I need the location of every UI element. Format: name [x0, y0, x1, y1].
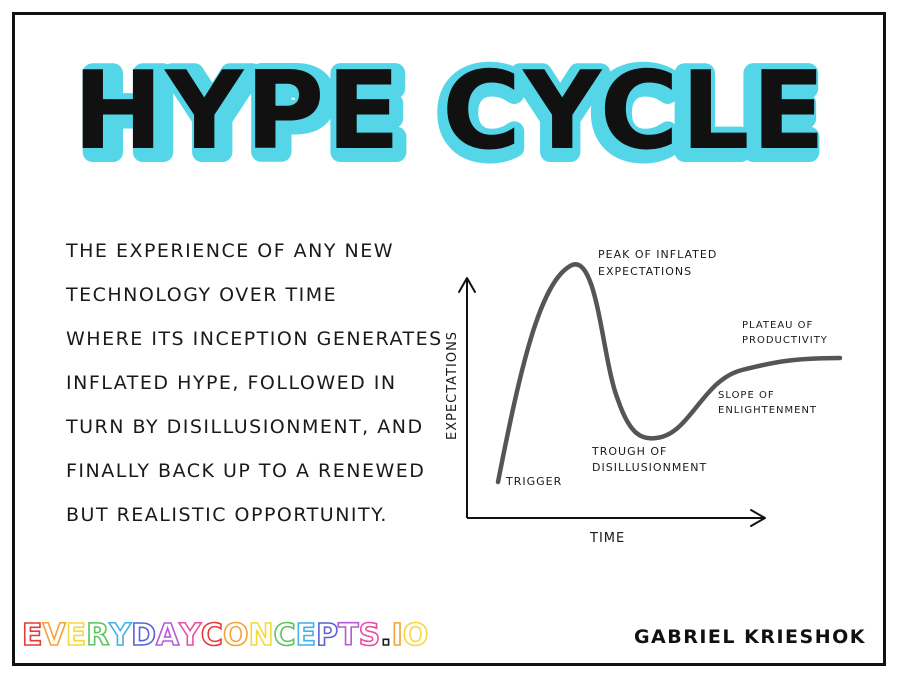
brand-logo: EVERYDAYCONCEPTS.IO — [21, 614, 429, 658]
peak-label-line1: PEAK OF INFLATED — [598, 248, 717, 261]
peak-label-line2: EXPECTATIONS — [598, 265, 692, 278]
description-line: BUT REALISTIC OPPORTUNITY. — [66, 504, 388, 526]
description-line: INFLATED HYPE, FOLLOWED IN — [66, 372, 397, 394]
trough-label-line1: TROUGH OF — [591, 445, 667, 458]
card-frame — [12, 12, 886, 666]
plateau-label-line2: PRODUCTIVITY — [742, 335, 828, 346]
description-line: TURN BY DISILLUSIONMENT, AND — [66, 416, 424, 438]
plateau-label-line1: PLATEAU OF — [742, 320, 813, 331]
y-axis-label: EXPECTATIONS — [445, 331, 460, 440]
y-axis-arrow-icon — [458, 277, 476, 293]
trigger-label: TRIGGER — [505, 475, 562, 488]
description-line: TECHNOLOGY OVER TIME — [66, 284, 338, 306]
page-title: HYPE CYCLE — [73, 49, 828, 174]
diagram-svg: EXPECTATIONS TIME TRIGGER PEAK OF INFLAT… — [445, 248, 843, 546]
x-axis-label: TIME — [589, 531, 625, 546]
title-highlight: HYPE CYCLE — [83, 53, 818, 178]
author-signature: GABRIEL KRIESHOK — [633, 626, 866, 648]
trough-label-line2: DISILLUSIONMENT — [592, 461, 707, 474]
title-banner: HYPE CYCLE HYPE CYCLE — [0, 40, 900, 180]
description-line: WHERE ITS INCEPTION GENERATES — [66, 328, 443, 350]
description-text: THE EXPERIENCE OF ANY NEW TECHNOLOGY OVE… — [66, 236, 443, 544]
brand-wordmark: EVERYDAYCONCEPTS.IO — [21, 617, 429, 654]
slope-label-line2: ENLIGHTENMENT — [718, 405, 817, 416]
slope-label-line1: SLOPE OF — [718, 390, 775, 401]
description-line: FINALLY BACK UP TO A RENEWED — [66, 460, 426, 482]
title-svg: HYPE CYCLE HYPE CYCLE — [73, 43, 828, 180]
description-line: THE EXPERIENCE OF ANY NEW — [66, 240, 395, 262]
hype-curve — [495, 262, 843, 485]
hype-cycle-diagram: EXPECTATIONS TIME TRIGGER PEAK OF INFLAT… — [430, 230, 870, 560]
x-axis-arrow-icon — [750, 509, 766, 527]
